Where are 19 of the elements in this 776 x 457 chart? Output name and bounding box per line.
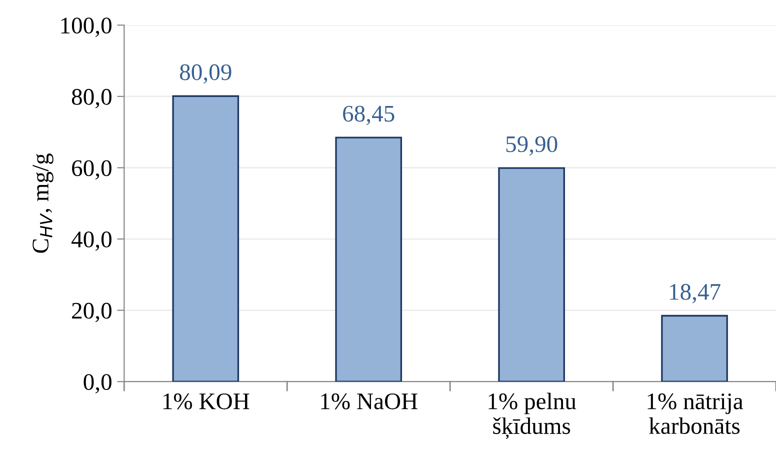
data-label: 80,09 (180, 64, 232, 84)
x-tick-label: 1% NaOH (321, 393, 418, 410)
x-tick-label: 1% nātrija karbonāts (648, 393, 744, 434)
y-tick-label: 40,0 (71, 232, 112, 251)
y-tick-label: 80,0 (72, 88, 112, 108)
x-tick-label: 1% pelnu šķīdums (488, 392, 576, 439)
data-label: 68,45 (343, 106, 394, 126)
y-tick-label: 0,0 (84, 374, 112, 394)
y-tick-label: 20,0 (72, 302, 112, 322)
bar (335, 136, 402, 382)
data-label: 59,90 (506, 136, 558, 156)
y-tick-label: 60,0 (72, 160, 112, 180)
y-tick-label: 100,0 (61, 18, 112, 37)
bar (661, 314, 728, 382)
y-axis-title: C$_{HV}$, mg/g (32, 154, 54, 253)
bar (172, 95, 240, 382)
data-label: 18,47 (670, 284, 720, 304)
x-tick-label: 1% KOH (163, 393, 250, 410)
bar (498, 167, 565, 382)
